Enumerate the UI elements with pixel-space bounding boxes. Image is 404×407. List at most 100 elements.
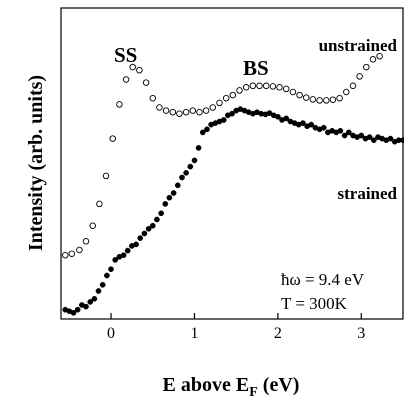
- data-point-strained: [166, 194, 173, 201]
- data-point-strained: [199, 129, 206, 136]
- data-point-unstrained: [156, 104, 163, 111]
- data-point-unstrained: [349, 82, 357, 90]
- data-point-unstrained: [96, 200, 103, 208]
- data-point-strained: [366, 134, 373, 140]
- data-point-strained: [337, 127, 344, 134]
- x-tick-label: 1: [190, 325, 198, 342]
- data-point-unstrained: [169, 108, 177, 116]
- data-point-strained: [229, 110, 235, 117]
- data-point-strained: [320, 124, 327, 131]
- data-point-unstrained: [276, 84, 283, 91]
- x-tick-label: 0: [107, 325, 115, 342]
- data-point-strained: [187, 163, 194, 170]
- data-point-strained: [137, 235, 144, 241]
- data-point-strained: [174, 182, 181, 189]
- data-point-unstrained: [222, 94, 230, 102]
- data-point-strained: [149, 222, 156, 229]
- plot-frame: [60, 7, 404, 320]
- data-point-unstrained: [136, 66, 143, 74]
- data-point-strained: [204, 126, 210, 133]
- data-point-unstrained: [196, 108, 203, 116]
- data-point-strained: [195, 145, 202, 151]
- x-tick-labels: 0 1 2 3: [107, 325, 365, 342]
- data-point-strained: [358, 132, 365, 139]
- data-point-unstrained: [242, 84, 250, 91]
- data-point-unstrained: [249, 82, 257, 90]
- data-point-strained: [141, 230, 148, 237]
- data-point-strained: [308, 121, 315, 128]
- annotation-bs: BS: [243, 56, 269, 80]
- data-point-strained: [99, 281, 106, 288]
- annotation-ss: SS: [114, 43, 137, 67]
- data-point-unstrained: [176, 110, 183, 117]
- data-point-strained: [400, 137, 404, 144]
- data-point-unstrained: [109, 135, 116, 142]
- data-point-strained: [124, 247, 131, 254]
- data-point-unstrained: [316, 97, 323, 104]
- data-point-unstrained: [102, 172, 110, 180]
- data-point-strained: [283, 115, 290, 122]
- data-point-unstrained: [256, 82, 263, 90]
- data-point-unstrained: [369, 56, 377, 63]
- data-point-unstrained: [296, 91, 303, 99]
- data-point-unstrained: [149, 94, 157, 102]
- legend-strained: strained: [338, 184, 398, 203]
- data-point-strained: [95, 288, 102, 294]
- data-point-strained: [158, 210, 164, 217]
- annotation-photon-energy: ħω = 9.4 eV: [281, 270, 365, 289]
- data-point-unstrained: [343, 88, 350, 96]
- data-point-strained: [154, 216, 160, 223]
- data-point-unstrained: [376, 52, 383, 60]
- data-point-unstrained: [89, 222, 96, 229]
- data-point-unstrained: [61, 251, 69, 259]
- data-point-unstrained: [229, 91, 237, 99]
- data-point-strained: [120, 252, 127, 259]
- data-point-strained: [74, 306, 81, 313]
- x-ticks: [110, 313, 362, 319]
- annotation-temperature: T = 300K: [281, 294, 348, 313]
- data-point-strained: [220, 117, 227, 123]
- data-point-strained: [70, 309, 77, 316]
- legend-unstrained: unstrained: [319, 36, 398, 55]
- data-point-unstrained: [82, 238, 90, 245]
- data-point-strained: [83, 303, 89, 310]
- data-point-strained: [91, 295, 98, 302]
- data-point-unstrained: [329, 96, 337, 103]
- data-point-unstrained: [142, 79, 150, 86]
- data-point-unstrained: [68, 250, 76, 257]
- data-point-unstrained: [363, 63, 370, 71]
- data-point-strained: [387, 135, 394, 142]
- data-point-strained: [145, 225, 152, 232]
- data-point-strained: [112, 257, 119, 263]
- data-point-unstrained: [182, 108, 190, 116]
- data-point-strained: [179, 174, 185, 181]
- data-point-unstrained: [216, 99, 223, 107]
- data-point-strained: [275, 113, 281, 120]
- x-tick-label: 3: [357, 325, 365, 342]
- data-point-unstrained: [236, 87, 243, 94]
- data-point-unstrained: [162, 107, 170, 114]
- data-point-unstrained: [336, 94, 343, 102]
- data-point-unstrained: [282, 85, 290, 93]
- data-point-unstrained: [302, 94, 310, 101]
- data-point-unstrained: [209, 104, 217, 111]
- data-point-strained: [170, 190, 177, 196]
- series-strained: [62, 106, 404, 316]
- data-point-unstrained: [122, 76, 130, 83]
- data-point-unstrained: [202, 107, 210, 114]
- x-axis-label: E above EF (eV): [163, 374, 300, 400]
- data-point-unstrained: [269, 83, 277, 90]
- series-unstrained: [61, 52, 383, 259]
- data-point-strained: [191, 157, 198, 164]
- data-point-unstrained: [356, 73, 363, 80]
- data-point-strained: [133, 241, 139, 248]
- data-point-unstrained: [116, 101, 123, 108]
- data-point-strained: [370, 137, 377, 144]
- data-point-unstrained: [189, 107, 197, 114]
- data-point-unstrained: [76, 246, 83, 254]
- data-point-strained: [162, 201, 169, 207]
- x-tick-label: 2: [274, 325, 282, 342]
- data-point-strained: [300, 120, 306, 126]
- y-axis-label: Intensity (arb. units): [25, 75, 47, 251]
